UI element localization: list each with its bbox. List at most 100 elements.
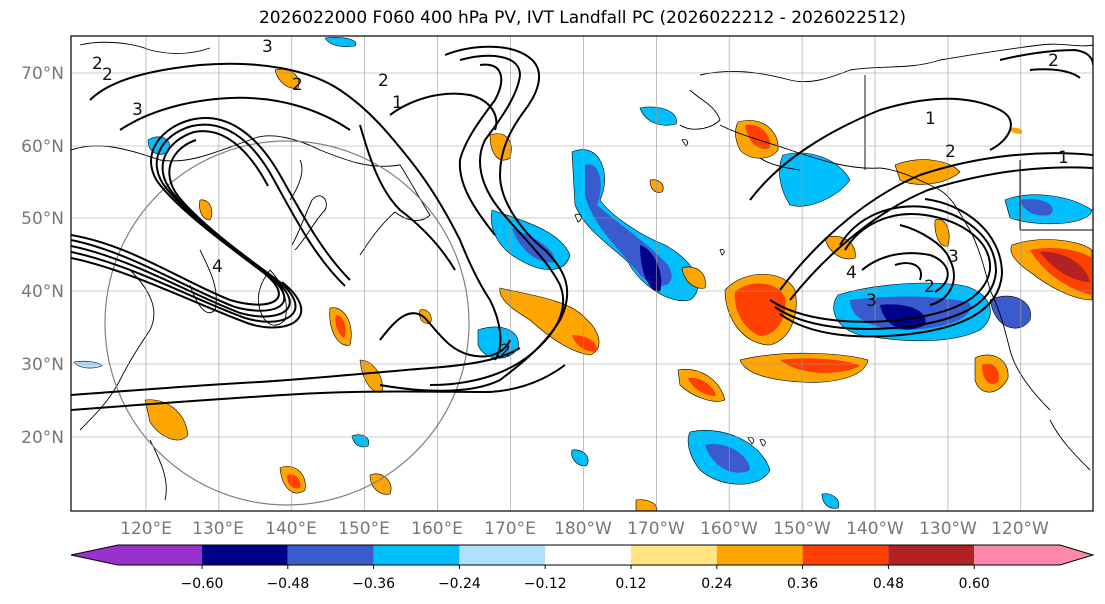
positive-pv-patch <box>1010 127 1023 134</box>
lon-label: 150°E <box>338 519 390 539</box>
contour-label: 3 <box>132 100 143 120</box>
positive-pv-patch <box>688 377 716 396</box>
negative-pv-patch <box>324 37 357 48</box>
negative-pv-patch <box>639 106 677 126</box>
contour-label: 2 <box>378 71 389 91</box>
contour-label: 1 <box>392 93 403 113</box>
contour-label: 2 <box>92 54 103 74</box>
positive-pv-patch <box>1040 251 1090 282</box>
contour-label: 2 <box>924 277 935 297</box>
contour-label: 3 <box>262 37 273 57</box>
colorbar-tick-label: 0.24 <box>701 576 732 592</box>
lat-label: 60°N <box>21 137 64 157</box>
contour-label: 2 <box>102 65 113 85</box>
colorbar-tick-label: 0.60 <box>959 576 990 592</box>
lat-label: 50°N <box>21 209 64 229</box>
contour-label: 4 <box>846 263 857 283</box>
positive-pv-patch <box>199 199 213 221</box>
contour-label: 2 <box>945 142 956 162</box>
contour-label: 1 <box>925 109 936 129</box>
colorbar-tick-label: 0.36 <box>787 576 818 592</box>
colorbar-cell <box>287 545 374 565</box>
lon-label: 120°W <box>991 519 1049 539</box>
colorbar-tick-label: 0.12 <box>615 576 646 592</box>
negative-pv-patch <box>989 295 1031 329</box>
colorbar-tick-label: −0.12 <box>524 576 567 592</box>
positive-pv-patch <box>335 315 346 338</box>
colorbar-tick-label: −0.24 <box>438 576 481 592</box>
lon-label: 160°W <box>700 519 758 539</box>
negative-pv-patch <box>1020 199 1053 216</box>
positive-pv-patch <box>144 399 189 441</box>
lon-label: 160°E <box>411 519 463 539</box>
colorbar-tick-label: 0.48 <box>873 576 904 592</box>
lat-label: 20°N <box>21 428 64 448</box>
positive-pv-patch <box>649 179 664 193</box>
lon-label: 170°W <box>627 519 685 539</box>
colorbar-tick-label: −0.48 <box>266 576 309 592</box>
negative-pv-patch <box>880 304 926 330</box>
pc-contours <box>71 45 1093 411</box>
colorbar-cell <box>373 545 460 565</box>
lon-label: 130°W <box>919 519 977 539</box>
colorbar-cell <box>118 545 202 565</box>
lon-label: 180°W <box>554 519 612 539</box>
contour-label: 2 <box>292 75 303 95</box>
positive-pv-patch <box>780 358 860 373</box>
lon-label: 140°E <box>265 519 317 539</box>
positive-pv-patch <box>745 124 771 149</box>
map-title: 2026022000 F060 400 hPa PV, IVT Landfall… <box>258 8 906 28</box>
graticule <box>71 36 1093 511</box>
positive-pv-patch <box>572 335 597 352</box>
negative-pv-patch <box>571 449 589 467</box>
colorbar-ticks: −0.60 −0.48 −0.36 −0.24 −0.12 0.12 0.24 0.36 0.4… <box>181 565 990 592</box>
range-circle <box>104 140 470 506</box>
positive-pv-patch <box>681 266 706 289</box>
colorbar-cell <box>631 545 717 565</box>
positive-pv-patch <box>734 283 786 336</box>
positive-pv-patch <box>982 363 999 385</box>
contour-label: 1 <box>1058 148 1069 168</box>
colorbar-cell <box>888 545 975 565</box>
colorbar-cell <box>459 545 546 565</box>
colorbar-tick-label: −0.36 <box>352 576 395 592</box>
map-frame <box>70 35 1094 512</box>
pv-anomaly-fill <box>73 37 1093 511</box>
negative-pv-patch <box>779 152 851 207</box>
colorbar-tick-label: −0.60 <box>181 576 224 592</box>
colorbar-extend-max <box>974 545 1093 565</box>
negative-pv-patch <box>73 360 103 369</box>
lon-label: 170°E <box>484 519 536 539</box>
positive-pv-patch <box>287 474 301 489</box>
colorbar-cell <box>802 545 889 565</box>
colorbar-cell <box>545 545 631 565</box>
negative-pv-patch <box>705 444 750 473</box>
colorbar: −0.60 −0.48 −0.36 −0.24 −0.12 0.12 0.24 0.36 0.4… <box>70 544 1095 592</box>
lon-label: 120°E <box>120 519 172 539</box>
negative-pv-patch <box>821 493 840 509</box>
lon-label: 130°E <box>192 519 244 539</box>
colorbar-cell <box>202 545 288 565</box>
islands <box>574 139 766 447</box>
contour-label: 2 <box>1048 51 1059 71</box>
colorbar-outline <box>70 544 1095 566</box>
map-background <box>71 36 1093 511</box>
contour-label: 4 <box>212 257 223 277</box>
lat-label: 40°N <box>21 282 64 302</box>
negative-pv-patch <box>640 245 662 292</box>
contour-label: 2 <box>500 341 511 361</box>
lat-label: 30°N <box>21 355 64 375</box>
lon-label: 150°W <box>773 519 831 539</box>
lat-label: 70°N <box>21 64 64 84</box>
positive-pv-patch <box>635 499 658 511</box>
colorbar-cells <box>71 545 1093 565</box>
contour-label: 3 <box>948 247 959 267</box>
positive-pv-patch <box>369 473 392 495</box>
longitude-labels: 120°E 130°E 140°E 150°E 160°E 170°E 180°… <box>120 519 1049 539</box>
contour-labels: 2 2 3 2 2 1 4 3 2 1 1 2 4 3 2 3 2 <box>92 37 1069 361</box>
latitude-labels: 70°N 60°N 50°N 40°N 30°N 20°N <box>21 64 64 448</box>
negative-pv-patch <box>477 326 519 359</box>
map-panel: 2 2 3 2 2 1 4 3 2 1 1 2 4 3 2 3 2 70° <box>21 35 1094 539</box>
contour-label: 3 <box>866 291 877 311</box>
